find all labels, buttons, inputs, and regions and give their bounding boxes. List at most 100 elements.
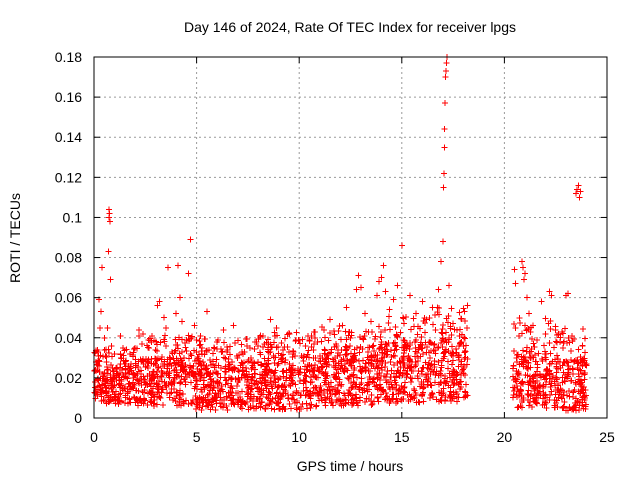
roti-point xyxy=(103,354,110,361)
roti-point xyxy=(141,397,148,404)
roti-point xyxy=(214,370,221,377)
roti-point xyxy=(415,368,422,375)
roti-point xyxy=(244,358,251,365)
roti-point xyxy=(259,343,266,350)
roti-point xyxy=(158,372,165,379)
roti-point xyxy=(216,400,223,407)
roti-point xyxy=(109,378,116,385)
roti-point xyxy=(106,394,113,401)
roti-point xyxy=(148,375,155,382)
roti-point xyxy=(279,392,286,399)
roti-point xyxy=(304,351,311,358)
roti-point xyxy=(292,338,299,345)
roti-point xyxy=(141,396,148,403)
roti-point xyxy=(302,372,309,379)
roti-point xyxy=(300,357,307,364)
roti-point xyxy=(95,375,102,382)
roti-point xyxy=(113,388,120,395)
roti-point xyxy=(113,394,120,401)
roti-point xyxy=(224,406,231,413)
roti-point xyxy=(145,356,152,363)
roti-point xyxy=(220,401,227,408)
roti-point xyxy=(126,380,133,387)
roti-point xyxy=(221,339,228,346)
roti-point xyxy=(321,334,328,341)
roti-point xyxy=(205,391,212,398)
roti-point xyxy=(233,399,240,406)
roti-point xyxy=(178,363,185,370)
roti-point xyxy=(222,368,229,375)
roti-point xyxy=(156,383,163,390)
roti-point xyxy=(176,398,183,405)
roti-point xyxy=(182,381,189,388)
roti-point xyxy=(235,352,242,359)
roti-point xyxy=(188,352,195,359)
roti-point xyxy=(182,344,189,351)
roti-point xyxy=(196,358,203,365)
roti-point xyxy=(173,389,180,396)
roti-point xyxy=(114,397,121,404)
roti-point xyxy=(219,396,226,403)
roti-point xyxy=(170,396,177,403)
roti-point xyxy=(197,395,204,402)
roti-point xyxy=(181,366,188,373)
roti-point xyxy=(237,403,244,410)
roti-point xyxy=(278,339,285,346)
roti-point xyxy=(226,343,233,350)
roti-point xyxy=(265,349,272,356)
roti-point xyxy=(119,345,126,352)
roti-point xyxy=(138,400,145,407)
roti-point xyxy=(243,335,250,342)
roti-point xyxy=(331,331,338,338)
roti-point xyxy=(174,341,181,348)
roti-point xyxy=(342,343,349,350)
roti-point xyxy=(176,334,183,341)
roti-point xyxy=(95,357,102,364)
roti-point xyxy=(154,341,161,348)
roti-point xyxy=(161,382,168,389)
roti-point xyxy=(189,396,196,403)
roti-point xyxy=(101,376,108,383)
roti-point xyxy=(98,387,105,394)
roti-point xyxy=(227,351,234,358)
roti-point xyxy=(223,369,230,376)
roti-point xyxy=(207,384,214,391)
roti-point xyxy=(135,358,142,365)
roti-point xyxy=(250,364,257,371)
roti-point xyxy=(137,367,144,374)
roti-point xyxy=(303,387,310,394)
roti-point xyxy=(223,377,230,384)
roti-point xyxy=(144,362,151,369)
roti-point xyxy=(166,368,173,375)
roti-point xyxy=(243,382,250,389)
roti-point xyxy=(103,390,110,397)
roti-point xyxy=(126,396,133,403)
roti-point xyxy=(217,374,224,381)
roti-point xyxy=(153,380,160,387)
roti-point xyxy=(120,357,127,364)
roti-point xyxy=(140,331,147,338)
roti-point xyxy=(237,362,244,369)
roti-point xyxy=(356,349,363,356)
roti-point xyxy=(117,350,124,357)
roti-point xyxy=(158,354,165,361)
roti-point xyxy=(136,332,143,339)
roti-point xyxy=(239,367,246,374)
roti-point xyxy=(281,335,288,342)
roti-point xyxy=(101,347,108,354)
roti-point xyxy=(342,328,349,335)
roti-point xyxy=(202,365,209,372)
roti-point xyxy=(238,341,245,348)
roti-point xyxy=(145,344,152,351)
roti-point xyxy=(153,361,160,368)
roti-point xyxy=(158,378,165,385)
roti-point xyxy=(271,329,278,336)
roti-point xyxy=(335,328,342,335)
roti-point xyxy=(306,401,313,408)
roti-point xyxy=(412,344,419,351)
roti-point xyxy=(172,336,179,343)
roti-point xyxy=(401,379,408,386)
roti-point xyxy=(150,388,157,395)
roti-point xyxy=(392,323,399,330)
roti-point xyxy=(129,353,136,360)
